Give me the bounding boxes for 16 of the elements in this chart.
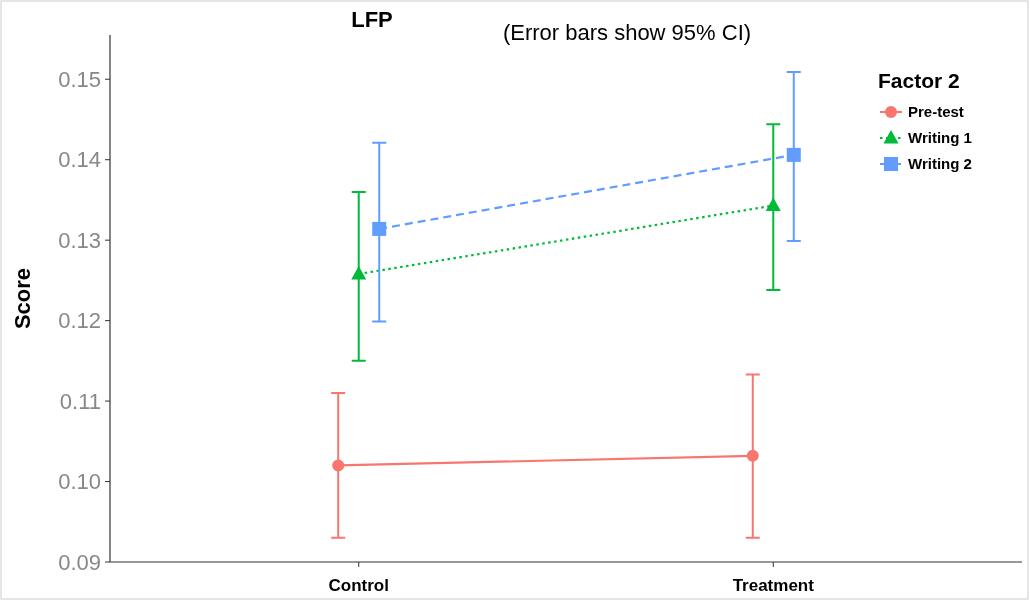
legend-label: Writing 1 (908, 129, 972, 147)
chart-subtitle: (Error bars show 95% CI) (502, 20, 752, 45)
legend-label: Pre-test (908, 103, 964, 121)
y-tick-label: 0.11 (59, 388, 101, 414)
y-axis-title: Score (10, 267, 35, 330)
x-tick-label: Treatment (732, 576, 815, 595)
y-tick-label: 0.10 (58, 469, 101, 495)
y-tick-label: 0.15 (58, 66, 101, 92)
y-tick-label: 0.14 (58, 147, 101, 173)
chart-title: LFP (351, 7, 393, 32)
y-tick-label: 0.13 (58, 227, 101, 253)
legend-label: Writing 2 (908, 155, 972, 173)
x-tick-label: Control (328, 576, 389, 595)
legend-title: Factor 2 (878, 69, 960, 92)
y-tick-label: 0.12 (58, 308, 101, 334)
y-tick-label: 0.09 (58, 549, 101, 575)
